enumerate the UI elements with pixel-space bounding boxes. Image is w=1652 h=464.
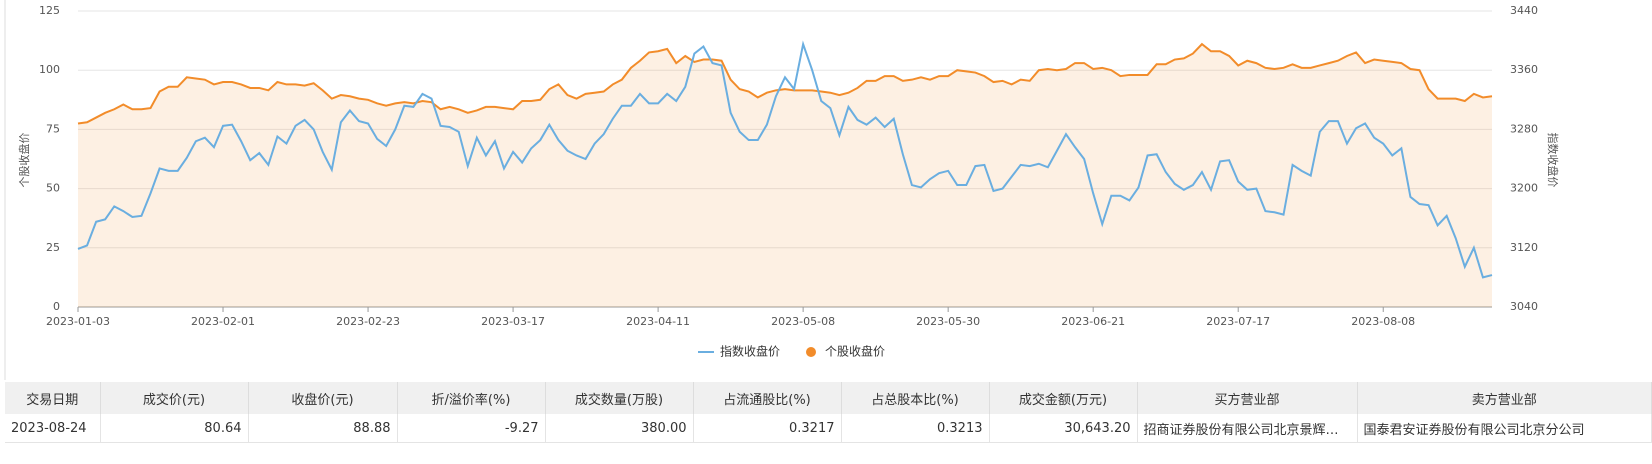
x-tick-label: 2023-03-17 — [481, 315, 545, 328]
y-tick-label: 100 — [39, 63, 60, 76]
legend-label: 指数收盘价 — [720, 344, 780, 359]
chart: 个股收盘价 指数收盘价 0 25 50 75 100 125 3040 3120 3200 328… — [4, 0, 1560, 380]
column-header: 占流通股比(%) — [693, 382, 842, 414]
x-tick-label: 2023-04-11 — [626, 315, 690, 328]
table-row: 2023-08-24 80.64 88.88 -9.27 380.00 0.3217 0.3… — [5, 414, 1652, 443]
x-tick-label: 2023-02-01 — [191, 315, 255, 328]
table-cell: 380.00 — [545, 414, 694, 443]
x-tick-label: 2023-07-17 — [1206, 315, 1270, 328]
column-header: 成交数量(万股) — [545, 382, 694, 414]
table-cell: 0.3217 — [693, 414, 842, 443]
x-tick-label: 2023-01-03 — [46, 315, 110, 328]
y-tick-label: 0 — [53, 300, 60, 313]
table-cell: -9.27 — [397, 414, 546, 443]
table-header: 交易日期 成交价(元) 收盘价(元) 折/溢价率(%) 成交数量(万股) 占流通股比(%)… — [5, 382, 1652, 414]
legend-label: 个股收盘价 — [825, 344, 885, 359]
y2-tick-label: 3440 — [1510, 4, 1538, 17]
x-tick-label: 2023-05-08 — [771, 315, 835, 328]
x-tick-label: 2023-02-23 — [336, 315, 400, 328]
y-tick-label: 50 — [46, 182, 60, 195]
x-tick-label: 2023-08-08 — [1351, 315, 1415, 328]
y-tick-label: 125 — [39, 4, 60, 17]
column-header: 占总股本比(%) — [841, 382, 990, 414]
y2-tick-label: 3040 — [1510, 300, 1538, 313]
legend-marker — [806, 347, 816, 357]
y2-tick-label: 3280 — [1510, 122, 1538, 135]
data-table: 交易日期 成交价(元) 收盘价(元) 折/溢价率(%) 成交数量(万股) 占流通股比(%)… — [5, 382, 1652, 443]
x-tick-label: 2023-06-21 — [1061, 315, 1125, 328]
column-header: 折/溢价率(%) — [397, 382, 546, 414]
table-cell: 国泰君安证券股份有限公司北京分公司 — [1357, 414, 1652, 443]
y2-tick-label: 3200 — [1510, 182, 1538, 195]
table-cell: 0.3213 — [841, 414, 990, 443]
x-tick-label: 2023-05-30 — [916, 315, 980, 328]
y2-tick-label: 3120 — [1510, 241, 1538, 254]
column-header: 收盘价(元) — [248, 382, 398, 414]
column-header: 买方营业部 — [1137, 382, 1358, 414]
y-axis-title: 个股收盘价 — [17, 133, 31, 188]
column-header: 卖方营业部 — [1357, 382, 1652, 414]
column-header: 交易日期 — [5, 382, 101, 414]
table-cell: 88.88 — [248, 414, 398, 443]
area-fill — [78, 44, 1492, 308]
y2-tick-label: 3360 — [1510, 63, 1538, 76]
table-cell: 2023-08-24 — [5, 414, 101, 443]
line — [77, 42, 1493, 125]
table-cell: 招商证券股份有限公司北京景辉街证券营业部 — [1137, 414, 1358, 443]
y-tick-label: 25 — [46, 241, 60, 254]
column-header: 成交金额(万元) — [989, 382, 1138, 414]
y2-axis-title: 指数收盘价 — [1546, 133, 1560, 188]
table-cell: 30,643.20 — [989, 414, 1138, 443]
column-header: 成交价(元) — [100, 382, 249, 414]
line — [77, 40, 1493, 279]
table-cell: 80.64 — [100, 414, 249, 443]
y-tick-label: 75 — [46, 122, 60, 135]
